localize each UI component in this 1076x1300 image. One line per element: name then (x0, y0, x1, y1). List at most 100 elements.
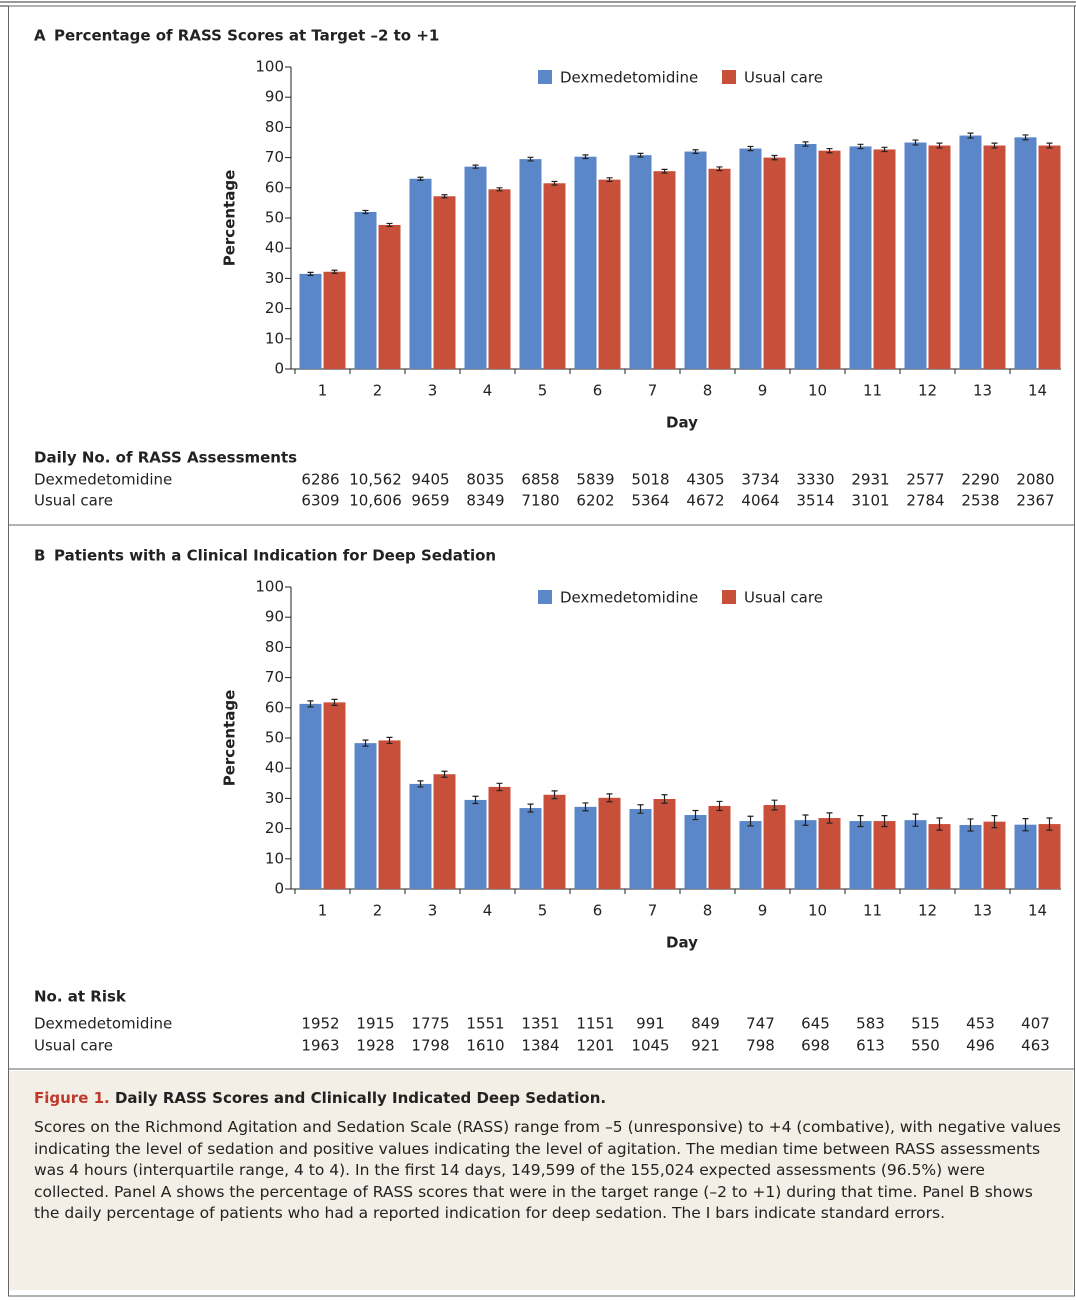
x-tick-label: 7 (648, 382, 658, 400)
table-cell: 645 (801, 1015, 830, 1033)
error-bar (527, 156, 534, 162)
bar (684, 151, 707, 369)
y-tick-label: 70 (265, 148, 284, 166)
bar (794, 820, 817, 889)
y-tick-label: 80 (265, 638, 284, 656)
bar (904, 820, 927, 889)
bar (519, 808, 542, 889)
bar (653, 171, 676, 369)
error-bar (551, 180, 558, 186)
table-cell: 747 (746, 1015, 775, 1033)
bar (574, 156, 597, 369)
legend-label: Usual care (744, 69, 823, 87)
x-axis-label: Day (666, 414, 698, 432)
table-cell: 7180 (521, 492, 559, 510)
x-tick-label: 1 (318, 382, 328, 400)
error-bar (967, 132, 974, 139)
bar (928, 145, 951, 369)
bar (763, 157, 786, 369)
bar (684, 815, 707, 889)
error-bar (307, 700, 314, 708)
error-bar (606, 177, 613, 183)
table-cell: 2367 (1016, 492, 1054, 510)
error-bar (417, 176, 424, 181)
x-tick-label: 2 (373, 902, 383, 920)
table-cell: 1351 (521, 1015, 559, 1033)
table-row-name: Dexmedetomidine (34, 471, 172, 489)
error-bar (661, 794, 668, 804)
table-cell: 1384 (521, 1037, 559, 1055)
error-bar (362, 209, 369, 215)
error-bar (386, 222, 393, 228)
y-tick-label: 0 (274, 880, 284, 898)
table-cell: 6309 (301, 492, 339, 510)
table-cell: 10,606 (349, 492, 402, 510)
x-tick-label: 10 (808, 382, 827, 400)
error-bar (936, 817, 943, 831)
table-cell: 1610 (466, 1037, 504, 1055)
error-bar (692, 149, 699, 154)
error-bar (716, 800, 723, 812)
error-bar (802, 141, 809, 147)
error-bar (441, 770, 448, 778)
error-bar (637, 152, 644, 158)
bar (653, 799, 676, 889)
table-cell: 4064 (741, 492, 779, 510)
y-tick-label: 0 (274, 360, 284, 378)
error-bar (1046, 142, 1053, 149)
bar (543, 183, 566, 369)
x-axis-label: Day (666, 934, 698, 952)
table-cell: 6858 (521, 471, 559, 489)
bar (299, 273, 322, 369)
y-axis-label: Percentage (221, 170, 239, 267)
y-axis-label: Percentage (221, 690, 239, 787)
y-tick-label: 50 (265, 729, 284, 747)
y-tick-label: 30 (265, 269, 284, 287)
error-bar (582, 154, 589, 160)
y-tick-label: 40 (265, 759, 284, 777)
table-cell: 613 (856, 1037, 885, 1055)
error-bar (826, 812, 833, 824)
x-tick-label: 11 (863, 902, 882, 920)
caption-heading: Figure 1. Daily RASS Scores and Clinical… (34, 1089, 1063, 1107)
y-tick-label: 90 (265, 88, 284, 106)
table-cell: 1928 (356, 1037, 394, 1055)
table-cell: 1551 (466, 1015, 504, 1033)
x-tick-label: 13 (973, 382, 992, 400)
bar (378, 224, 401, 369)
x-tick-label: 6 (593, 902, 603, 920)
bar (433, 196, 456, 369)
y-tick-label: 10 (265, 849, 284, 867)
table-cell: 2538 (961, 492, 999, 510)
error-bar (1022, 134, 1029, 141)
bar (763, 805, 786, 889)
bar (904, 142, 927, 369)
error-bar (307, 271, 314, 276)
caption: Figure 1. Daily RASS Scores and Clinical… (9, 1071, 1073, 1290)
error-bar (771, 154, 778, 161)
error-bar (331, 698, 338, 706)
frame (8, 5, 1075, 1297)
error-bar (1022, 818, 1029, 832)
error-bar (967, 818, 974, 832)
table-cell: 515 (911, 1015, 940, 1033)
table-cell: 5839 (576, 471, 614, 489)
table-cell: 9659 (411, 492, 449, 510)
bar (543, 794, 566, 889)
bar (818, 818, 841, 889)
table-cell: 463 (1021, 1037, 1050, 1055)
bar (873, 821, 896, 889)
table-cell: 10,562 (349, 471, 402, 489)
y-tick-label: 100 (255, 58, 284, 76)
error-bar (771, 799, 778, 811)
error-bar (551, 790, 558, 800)
bar (983, 821, 1006, 889)
error-bar (912, 813, 919, 827)
y-tick-label: 20 (265, 819, 284, 837)
error-bar (692, 809, 699, 821)
error-bar (331, 269, 338, 274)
table-cell: 2577 (906, 471, 944, 489)
table-cell: 6286 (301, 471, 339, 489)
